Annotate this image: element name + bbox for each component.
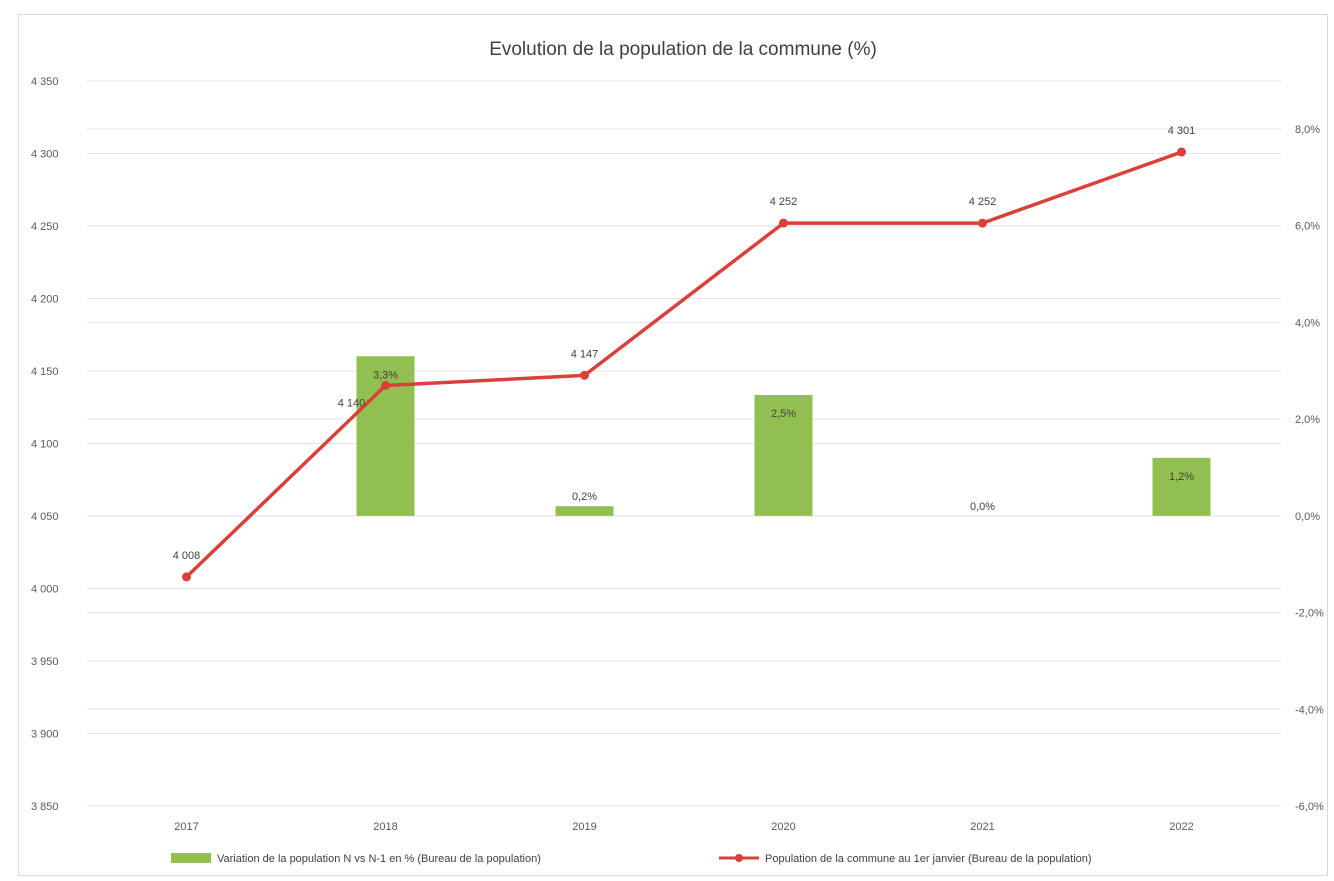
bar-data-label: 0,2% <box>572 491 597 503</box>
bar <box>754 394 813 516</box>
left-tick-label: 3 850 <box>31 801 59 813</box>
line-point <box>381 381 390 390</box>
left-tick-label: 4 000 <box>31 584 59 596</box>
left-tick-label: 3 900 <box>31 729 59 741</box>
chart-title: Evolution de la population de la commune… <box>489 39 877 60</box>
chart-frame: Evolution de la population de la commune… <box>18 14 1328 876</box>
x-tick-label: 2021 <box>970 821 994 833</box>
left-axis: 3 850 3 900 3 950 4 000 4 050 4 100 4 150 4 200… <box>31 76 59 813</box>
bar <box>555 506 614 516</box>
x-tick-label: 2022 <box>1169 821 1193 833</box>
line-point <box>182 572 191 582</box>
legend-bar-label: Variation de la population N vs N-1 en %… <box>217 853 541 865</box>
series-line <box>185 150 1183 579</box>
left-tick-label: 4 250 <box>31 221 59 233</box>
legend-bar-swatch <box>171 853 211 863</box>
line-data-label: 4 140 <box>338 398 366 410</box>
line-point <box>779 218 788 228</box>
line-data-label: 4 147 <box>571 348 599 360</box>
left-tick-label: 4 050 <box>31 511 59 523</box>
right-tick-label: -4,0% <box>1295 704 1324 716</box>
legend-line-label: Population de la commune au 1er janvier … <box>765 853 1092 865</box>
legend-line-marker <box>735 854 743 862</box>
bar <box>1152 457 1211 516</box>
left-tick-label: 4 200 <box>31 294 59 306</box>
legend-item-bar: Variation de la population N vs N-1 en %… <box>171 853 541 865</box>
right-tick-label: 2,0% <box>1295 414 1320 426</box>
gridlines <box>87 80 1281 807</box>
line-data-label: 4 301 <box>1168 125 1196 137</box>
line-data-label: 4 008 <box>173 550 201 562</box>
bar-data-label: 2,5% <box>771 408 796 420</box>
bar-data-label: 0,0% <box>970 501 995 513</box>
line-point <box>978 218 987 228</box>
x-tick-label: 2018 <box>373 821 397 833</box>
bar-data-label: 3,3% <box>373 369 398 381</box>
x-tick-label: 2019 <box>572 821 596 833</box>
left-tick-label: 4 150 <box>31 366 59 378</box>
line-data-label: 4 252 <box>969 196 997 208</box>
line-data-label: 4 252 <box>770 196 798 208</box>
left-tick-label: 4 100 <box>31 439 59 451</box>
right-tick-label: 8,0% <box>1295 124 1320 136</box>
line-point <box>580 370 589 380</box>
x-tick-label: 2020 <box>771 821 795 833</box>
right-tick-label: 0,0% <box>1295 511 1320 523</box>
x-axis: 2017 2018 2019 2020 2021 2022 <box>174 821 1193 833</box>
bar-data-label: 1,2% <box>1169 471 1194 483</box>
left-tick-label: 4 300 <box>31 149 59 161</box>
line-series: 4 008 4 140 4 147 4 252 4 252 4 301 <box>173 125 1196 582</box>
left-tick-label: 3 950 <box>31 656 59 668</box>
right-tick-label: 6,0% <box>1295 221 1320 233</box>
legend-item-line: Population de la commune au 1er janvier … <box>719 853 1092 865</box>
line-point <box>1177 147 1186 157</box>
right-axis: -6,0% -4,0% -2,0% 0,0% 2,0% 4,0% 6,0% 8,0% <box>1295 124 1324 813</box>
right-tick-label: 4,0% <box>1295 317 1320 329</box>
chart: Evolution de la population de la commune… <box>31 39 1324 865</box>
x-tick-label: 2017 <box>174 821 198 833</box>
right-tick-label: -6,0% <box>1295 801 1324 813</box>
left-tick-label: 4 350 <box>31 76 59 88</box>
legend: Variation de la population N vs N-1 en %… <box>171 853 1092 865</box>
right-tick-label: -2,0% <box>1295 608 1324 620</box>
